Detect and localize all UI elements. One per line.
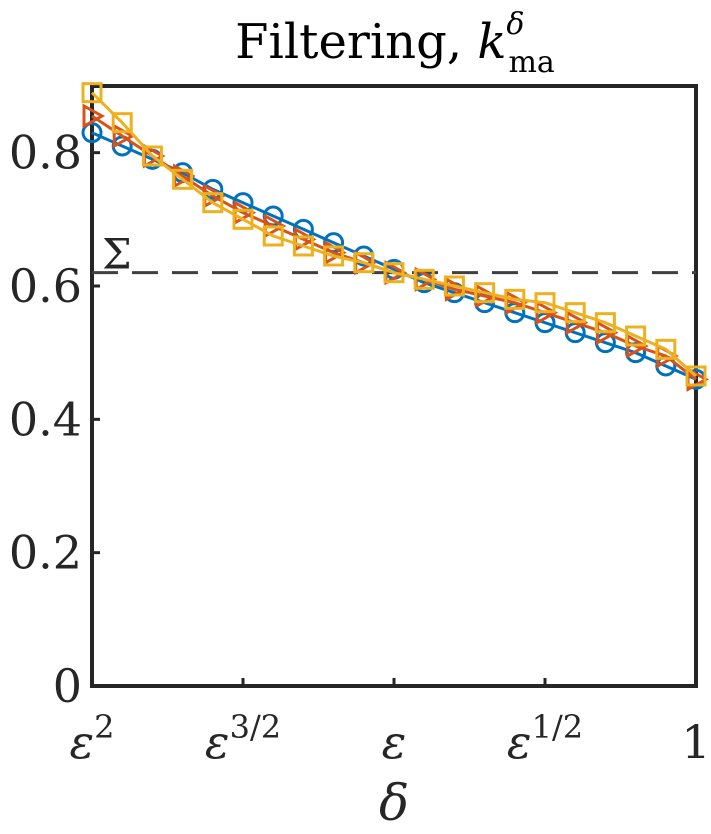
data-point	[81, 122, 103, 144]
chart-title-text: Filtering,	[235, 14, 477, 70]
chart-title-superscript: δ	[506, 7, 524, 42]
data-point	[474, 282, 496, 304]
chart-title-subscript: ma	[508, 45, 554, 80]
data-point	[81, 82, 103, 104]
x-tick-label: ε2	[69, 708, 114, 769]
data-point	[625, 325, 647, 347]
data-point	[353, 252, 375, 274]
data-point	[564, 302, 586, 324]
x-tick-label: ε3/2	[205, 708, 281, 769]
data-point	[232, 208, 254, 230]
y-tick-label: 0.4	[9, 392, 82, 446]
series-2	[81, 82, 707, 387]
data-point	[82, 103, 106, 129]
x-tick-label: ε1/2	[507, 708, 583, 769]
y-tick-label: 0.8	[9, 126, 82, 180]
x-axis: ε2 ε3/2 ε ε1/2 1	[69, 678, 711, 769]
y-axis: 0 0.2 0.4 0.6 0.8	[9, 126, 100, 713]
data-point	[141, 145, 163, 167]
x-tick-label: ε	[382, 715, 407, 769]
data-point	[504, 288, 526, 310]
data-point	[111, 112, 133, 134]
data-point	[594, 312, 616, 334]
y-tick-label: 0	[53, 659, 82, 713]
chart-title: Filtering, kδ ma	[235, 7, 555, 80]
data-point	[172, 168, 194, 190]
data-point	[383, 262, 405, 284]
x-tick-label: 1	[681, 715, 710, 769]
chart-title-symbol: k	[477, 14, 506, 70]
data-point	[323, 245, 345, 267]
data-point	[534, 292, 556, 314]
data-point	[202, 192, 224, 214]
data-point	[685, 365, 707, 387]
y-tick-label: 0.6	[9, 259, 82, 313]
x-axis-label: δ	[379, 774, 409, 832]
data-point	[262, 225, 284, 247]
y-tick-label: 0.2	[9, 526, 82, 580]
series-layer	[81, 82, 710, 392]
reference-line-label: Σ	[102, 230, 132, 279]
data-point	[413, 268, 435, 290]
data-point	[443, 275, 465, 297]
data-point	[655, 338, 677, 360]
data-point	[292, 235, 314, 257]
